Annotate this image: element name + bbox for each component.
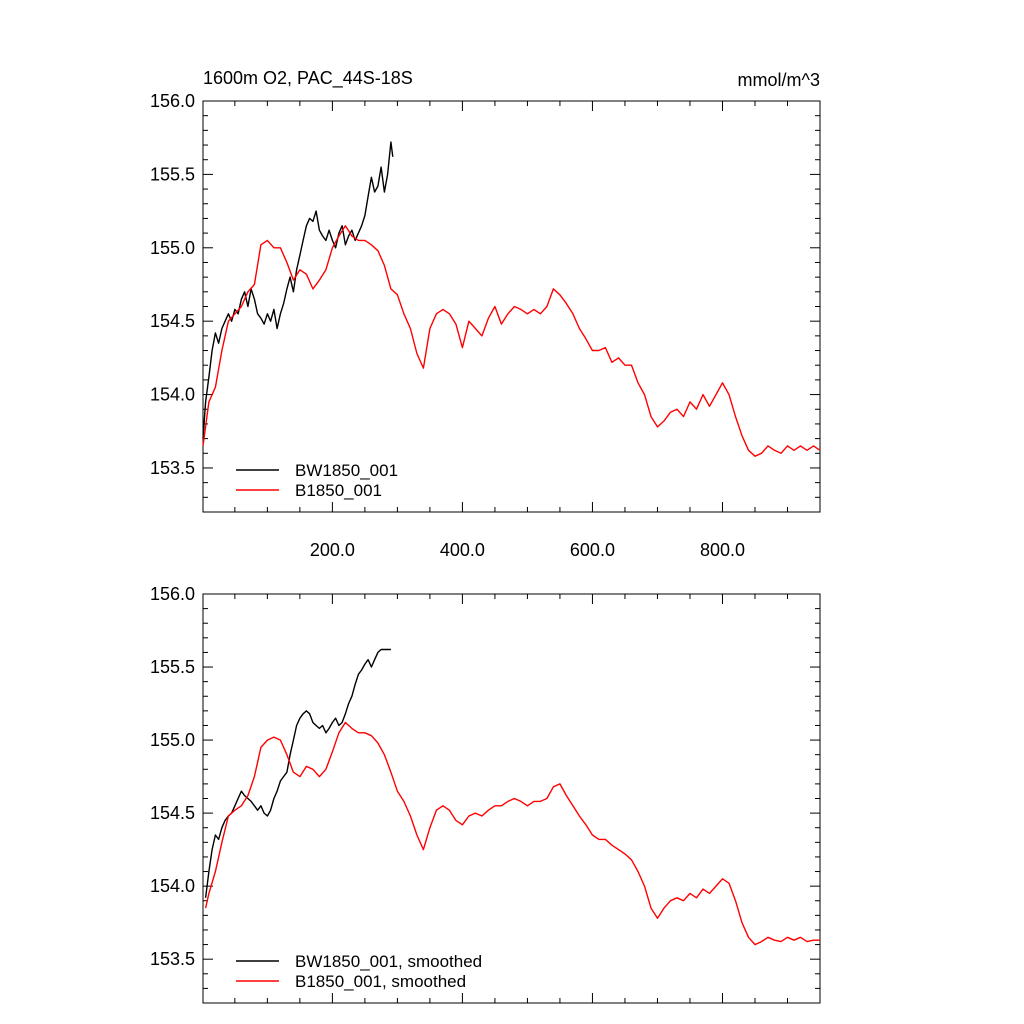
y-tick-label: 154.5 <box>150 311 195 331</box>
y-tick-label: 155.0 <box>150 238 195 258</box>
y-tick-label: 156.0 <box>150 91 195 111</box>
legend-label: B1850_001 <box>295 481 382 500</box>
x-tick-label: 800.0 <box>700 540 745 560</box>
bottom-panel: 153.5 154.0 154.5 155.0 155.5 156.0 BW1850_001… <box>150 584 821 1004</box>
x-tick-label: 200.0 <box>310 540 355 560</box>
legend-label: BW1850_001, smoothed <box>295 952 482 971</box>
y-tick-label: 154.5 <box>150 803 195 823</box>
y-tick-label: 154.0 <box>150 385 195 405</box>
y-tick-label: 156.0 <box>150 584 195 604</box>
series-line-1 <box>204 721 820 946</box>
series-line-0 <box>204 648 391 898</box>
top-panel: 153.5 154.0 154.5 155.0 155.5 156.0 200.0 400.0… <box>150 91 821 560</box>
x-tick-label: 400.0 <box>440 540 485 560</box>
y-tick-label: 153.5 <box>150 458 195 478</box>
chart-units-label: mmol/m^3 <box>738 70 820 90</box>
y-tick-label: 155.0 <box>150 730 195 750</box>
y-tick-label: 155.5 <box>150 657 195 677</box>
plot-frame <box>202 593 821 1004</box>
series-line-1 <box>202 225 821 457</box>
series-line-0 <box>202 141 394 439</box>
y-tick-label: 154.0 <box>150 876 195 896</box>
legend-label: B1850_001, smoothed <box>295 972 466 991</box>
y-tick-label: 155.5 <box>150 164 195 184</box>
x-tick-label: 600.0 <box>570 540 615 560</box>
legend-label: BW1850_001 <box>295 461 398 480</box>
chart-title-left: 1600m O2, PAC_44S-18S <box>203 68 413 89</box>
y-tick-label: 153.5 <box>150 949 195 969</box>
plot-frame <box>202 100 821 513</box>
